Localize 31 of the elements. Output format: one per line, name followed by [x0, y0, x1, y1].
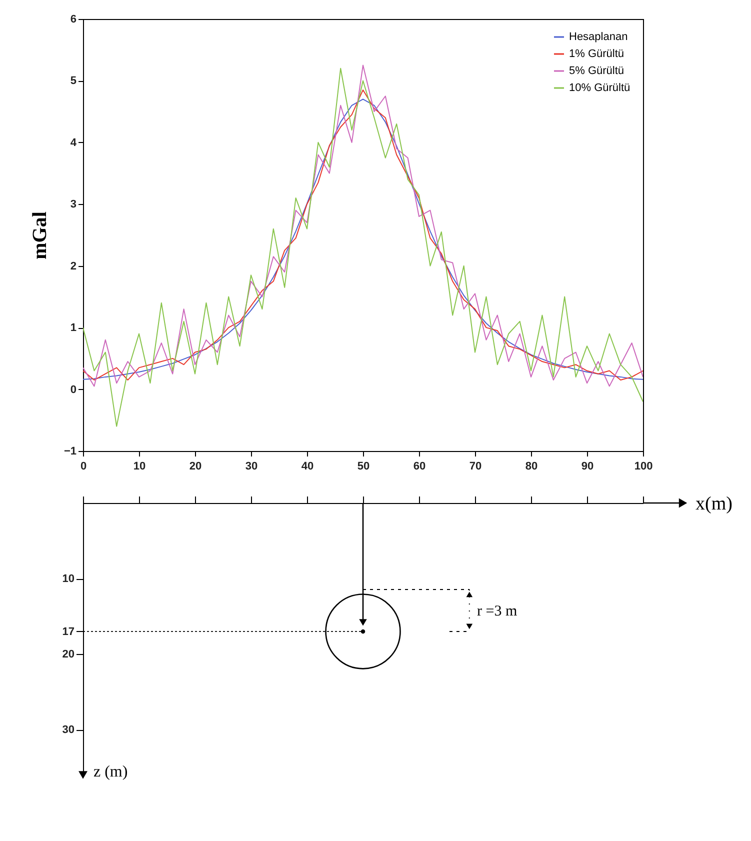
legend-label: Hesaplanan [569, 31, 628, 43]
x-tick-label: 50 [357, 460, 370, 472]
x-tick-label: 0 [80, 460, 87, 472]
y-tick-label: 1 [70, 322, 76, 334]
x-tick-label: 70 [469, 460, 482, 472]
y-tick-label: 30 [62, 724, 74, 736]
x-tick-label: 10 [133, 460, 146, 472]
y-axis-title: z (m) [94, 764, 128, 780]
y-tick-label: 0 [70, 384, 76, 396]
x-tick-label: 80 [525, 460, 538, 472]
y-tick-label: 17 [62, 626, 74, 638]
x-tick-label: 30 [245, 460, 258, 472]
y-tick-label: −1 [64, 446, 76, 458]
annotation: r =3 m [477, 603, 518, 620]
y-tick-label: 5 [70, 75, 76, 88]
x-tick-label: 20 [189, 460, 202, 472]
x-tick-label: 100 [634, 460, 653, 472]
y-tick-label: 4 [70, 136, 78, 149]
y-tick-label: 2 [70, 260, 76, 272]
y-tick-label: 20 [62, 648, 74, 661]
legend-label: 1% Gürültü [569, 48, 624, 60]
y-tick-label: 6 [70, 14, 76, 26]
x-tick-label: 60 [413, 460, 426, 472]
legend-label: 5% Gürültü [569, 65, 624, 77]
y-axis-title: mGal [28, 211, 51, 260]
y-tick-label: 3 [70, 198, 76, 211]
x-axis-title: x(m) [696, 494, 732, 514]
y-tick-label: 10 [62, 573, 74, 586]
x-tick-label: 90 [581, 460, 594, 472]
x-tick-label: 40 [301, 460, 314, 472]
legend-label: 10% Gürültü [569, 82, 630, 94]
